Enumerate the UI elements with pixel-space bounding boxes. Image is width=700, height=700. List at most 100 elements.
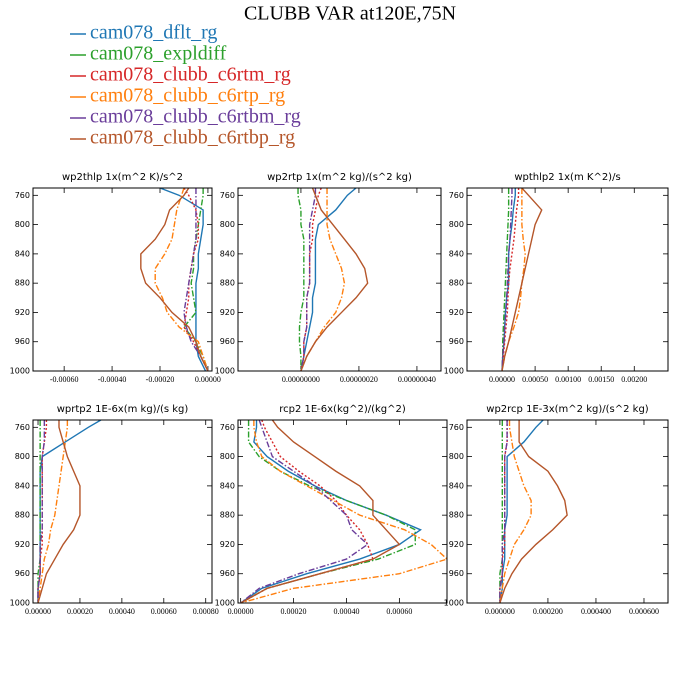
legend-label: cam078_expldiff [90,43,227,65]
profile-line [240,420,416,603]
profile-line [37,420,46,603]
profile-line [300,188,317,371]
x-tick-label: 0.00000000 [282,375,320,384]
plot-frame [237,419,448,604]
profile-line [300,188,346,371]
y-tick-label: 760 [449,191,464,200]
profile-line [501,188,543,371]
legend-label: cam078_clubb_c6rtbm_rg [90,106,301,128]
x-tick-label: 0.00020 [67,607,93,616]
y-tick-label: 960 [15,337,30,346]
y-tick-label: 880 [15,279,30,288]
profile-line [501,188,526,371]
x-tick-label: 0.00060 [151,607,177,616]
y-tick-label: 920 [449,540,464,549]
panel-title: wprtp2 1E-6x(m kg)/(s kg) [57,404,189,415]
y-tick-label: 1000 [444,367,464,376]
y-tick-label: 800 [220,452,235,461]
profile-line [501,188,513,371]
x-tick-label: 0.00000 [195,375,221,384]
y-tick-label: 920 [220,308,235,317]
panel-title: rcp2 1E-6x(kg^2)/(kg^2) [279,404,406,415]
y-tick-label: 920 [15,540,30,549]
x-tick-label: 0.00100 [555,375,581,384]
profile-line [183,188,209,371]
profile-line [499,420,503,603]
y-tick-label: 1000 [215,367,235,376]
y-tick-label: 880 [220,279,235,288]
y-tick-label: 840 [220,249,235,258]
y-tick-label: 880 [449,511,464,520]
x-tick-label: 0.000600 [629,607,659,616]
x-tick-label: -0.00020 [146,375,175,384]
y-tick-label: 880 [15,511,30,520]
figure-title: CLUBB VAR at120E,75N [244,3,456,25]
x-tick-label: 0.00200 [621,375,647,384]
panel-title: wp2thlp 1x(m^2 K)/s^2 [62,172,183,183]
x-tick-label: 0.00000020 [340,375,378,384]
y-tick-label: 840 [15,481,30,490]
x-tick-label: 0.00050 [522,375,548,384]
y-tick-label: 1000 [10,367,30,376]
y-tick-label: 800 [15,220,30,229]
y-tick-label: 960 [220,337,235,346]
profile-line [140,188,209,371]
x-tick-label: -0.00060 [50,375,79,384]
y-tick-label: 840 [449,249,464,258]
y-tick-label: 800 [449,220,464,229]
y-tick-label: 800 [220,220,235,229]
y-tick-label: 840 [220,481,235,490]
y-tick-label: 920 [220,540,235,549]
profile-line [37,420,81,603]
y-tick-label: 960 [220,569,235,578]
plot-frame [237,187,442,372]
y-tick-label: 880 [220,511,235,520]
x-tick-label: -0.00040 [98,375,127,384]
y-tick-label: 840 [15,249,30,258]
plot-frame [466,419,669,604]
x-tick-label: 0.00020 [281,607,307,616]
x-tick-label: 0.00000 [25,607,51,616]
x-tick-label: 0.000400 [581,607,611,616]
y-tick-label: 920 [449,308,464,317]
profile-line [183,188,209,371]
y-tick-label: 800 [449,452,464,461]
y-tick-label: 760 [220,191,235,200]
profile-line [37,420,102,603]
legend-label: cam078_dflt_rg [90,22,217,44]
profile-line [240,420,401,603]
plot-frame [32,187,213,372]
x-tick-label: 0.00000040 [398,375,436,384]
profile-line [499,420,508,603]
x-tick-label: 0.000000 [485,607,515,616]
y-tick-label: 1000 [10,599,30,608]
profile-line [300,188,357,371]
y-tick-label: 960 [449,337,464,346]
profile-line [37,420,69,603]
profile-line [183,188,209,371]
x-tick-label: 0.00000 [489,375,515,384]
panel-title: wpthlp2 1x(m K^2)/s [514,172,620,183]
profile-line [501,188,520,371]
y-tick-label: 760 [449,423,464,432]
plot-frame [466,187,669,372]
y-tick-label: 880 [449,279,464,288]
legend-label: cam078_clubb_c6rtm_rg [90,64,291,86]
x-tick-label: 0.00150 [588,375,614,384]
y-tick-label: 920 [15,308,30,317]
y-tick-label: 960 [15,569,30,578]
panel-title: wp2rtp 1x(m^2 kg)/(s^2 kg) [267,172,412,183]
plot-frame [32,419,213,604]
y-tick-label: 760 [15,423,30,432]
profile-line [240,420,369,603]
profile-line [154,188,209,371]
panel-title: wp2rcp 1E-3x(m^2 kg)/(s^2 kg) [486,404,649,415]
y-tick-label: 1000 [215,599,235,608]
profile-line [240,420,422,603]
x-tick-label: 0.00080 [193,607,219,616]
legend-label: cam078_clubb_c6rtbp_rg [90,127,295,149]
profile-line [499,420,568,603]
y-tick-label: 800 [15,452,30,461]
y-tick-label: 760 [15,191,30,200]
